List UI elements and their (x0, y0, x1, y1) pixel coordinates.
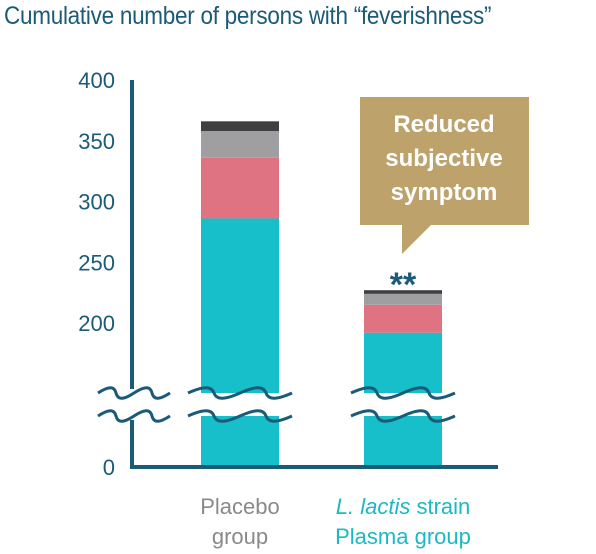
axis-break-gap (90, 393, 470, 416)
bar-segment (364, 293, 442, 305)
y-tick-label: 250 (78, 250, 115, 275)
bar-segment (201, 131, 279, 158)
axis-break-wave (350, 409, 456, 423)
significance-marker: ** (390, 266, 417, 304)
callout-text: symptom (391, 179, 498, 206)
bar-segment (364, 304, 442, 333)
y-tick-label: 300 (78, 190, 115, 215)
category-label: group (212, 524, 268, 549)
axis-break-wave (350, 386, 456, 400)
category-label: Plasma group (335, 524, 471, 549)
category-label: Placebo (200, 494, 280, 519)
axis-break-wave (97, 386, 171, 400)
category-label: L. lactis strain (336, 494, 471, 519)
callout-text: Reduced (393, 111, 494, 138)
y-tick-label: 0 (103, 455, 115, 480)
y-tick-label: 200 (78, 311, 115, 336)
y-tick-label: 400 (78, 68, 115, 93)
bar-segment (201, 218, 279, 467)
chart-title: Cumulative number of persons with “fever… (4, 2, 492, 30)
callout-box (360, 97, 529, 225)
axis-break-wave (187, 409, 293, 423)
bar-segment (364, 290, 442, 294)
axis-break-wave (187, 386, 293, 400)
bar-segment (201, 121, 279, 132)
callout-text: subjective (385, 145, 502, 172)
bar-segment (201, 157, 279, 219)
callout-pointer (402, 224, 432, 254)
y-tick-label: 350 (78, 129, 115, 154)
axis-break-wave (97, 409, 171, 423)
